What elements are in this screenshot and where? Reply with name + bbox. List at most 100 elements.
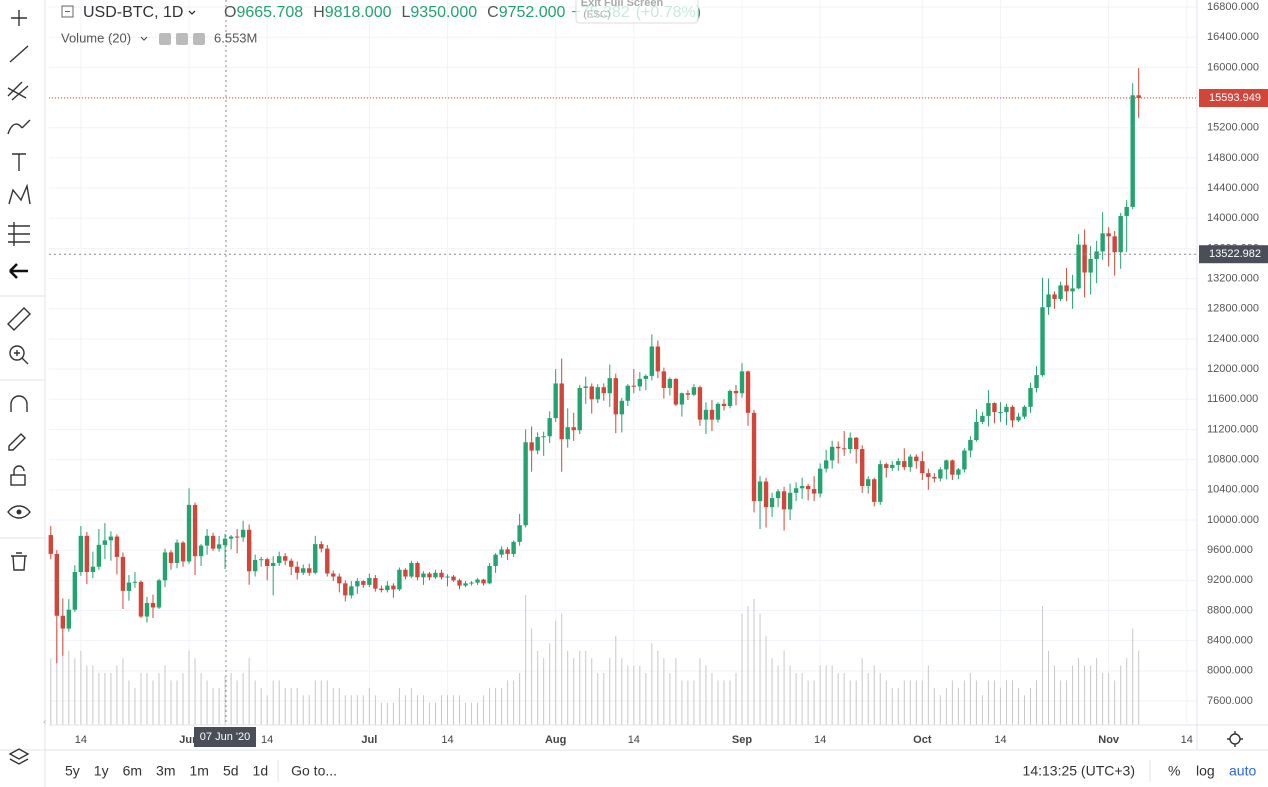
volume-bar [374, 695, 376, 725]
candle-body [108, 536, 114, 541]
volume-bar [993, 680, 995, 725]
settings-button[interactable] [159, 33, 171, 45]
log-button[interactable]: log [1196, 763, 1215, 779]
candle-body [439, 572, 444, 578]
symbol[interactable]: USD-BTC, 1D [83, 4, 183, 21]
brush-tool[interactable] [7, 119, 31, 135]
volume-bar [80, 650, 82, 725]
back-tool[interactable] [9, 263, 28, 279]
volume-bar [1023, 695, 1025, 725]
volume-bar [639, 665, 641, 725]
candle-body [854, 437, 859, 450]
candle-body [481, 579, 486, 584]
candle-body [234, 536, 240, 538]
visibility-tool[interactable] [7, 505, 31, 519]
candle-body [66, 609, 72, 629]
candle-body [841, 448, 847, 450]
ohlc-value: 9350.000 [410, 4, 477, 21]
candle-body [860, 449, 865, 487]
candle-body [950, 460, 955, 475]
candle-body [1118, 215, 1123, 253]
range-button[interactable]: 5y [65, 763, 80, 779]
candle-body [541, 436, 546, 438]
candle-body [769, 498, 775, 508]
range-button[interactable]: 1m [190, 763, 209, 779]
candle-body [1124, 206, 1129, 216]
candle-body [325, 548, 330, 574]
y-tick-label: 14000.000 [1207, 212, 1259, 224]
fib-tool[interactable] [7, 81, 29, 101]
candle-body [631, 385, 637, 387]
volume-bar [855, 680, 857, 725]
range-button[interactable]: 5d [223, 763, 239, 779]
goto-button[interactable]: Go to... [291, 763, 337, 779]
candle-body [787, 492, 793, 510]
volume-bar [789, 665, 791, 725]
y-tick-label: 16800.000 [1207, 1, 1259, 13]
ruler-tool[interactable] [7, 307, 31, 331]
candle-body [409, 562, 414, 577]
volume-bar [651, 643, 653, 725]
pattern-tool[interactable] [8, 183, 31, 205]
candle-body [216, 544, 222, 549]
volume-bar [957, 687, 959, 725]
volume-bar [795, 673, 797, 725]
crosshair-tool[interactable] [11, 10, 27, 26]
lock-tool[interactable] [10, 474, 26, 486]
volume-bar [903, 680, 905, 725]
volume-bar [422, 695, 424, 725]
candle-body [679, 393, 685, 405]
y-tick-label: 8400.000 [1207, 635, 1253, 647]
volume-bar [675, 658, 677, 725]
volume-bar [933, 687, 935, 725]
y-tick-label: 14400.000 [1207, 182, 1259, 194]
bottom-bar: 5y 1y 6m 3m 1m 5d 1d Go to... 14:13:25 (UTC+3)% l… [65, 760, 1256, 782]
volume-bar [597, 673, 599, 725]
volume-bar [200, 673, 202, 725]
crosshair-price-label: 13522.982 [1209, 248, 1261, 260]
candle-body [577, 387, 582, 431]
zoom-tool[interactable] [9, 345, 25, 361]
volume-bar [729, 680, 731, 725]
volume-bar [1072, 665, 1074, 725]
volume-pane [50, 595, 1140, 725]
ohlc-key: C [487, 4, 499, 21]
lock-drawing-tool[interactable] [8, 433, 26, 451]
symbol-dropdown[interactable] [188, 10, 196, 15]
volume-bar [410, 687, 412, 725]
volume-bar [849, 680, 851, 725]
volume-bar [693, 680, 695, 725]
delete-tool[interactable] [11, 552, 27, 571]
candle-body [745, 371, 751, 413]
settings-button[interactable] [176, 33, 188, 45]
candle-body [691, 387, 697, 395]
text-tool[interactable] [12, 153, 26, 171]
range-button[interactable]: 1d [253, 763, 269, 779]
volume-dropdown[interactable] [140, 36, 148, 41]
trend-line-tool[interactable] [9, 45, 29, 63]
prediction-tool[interactable] [8, 222, 30, 246]
range-button[interactable]: 3m [156, 763, 175, 779]
volume-bar [723, 680, 725, 725]
candle-body [385, 585, 390, 591]
y-tick-label: 11600.000 [1207, 393, 1258, 405]
settings-gear[interactable] [1227, 731, 1243, 747]
volume-bar [909, 680, 911, 725]
y-tick-label: 11200.000 [1207, 423, 1258, 435]
crosshair-date: 07 Jun '20 [200, 731, 250, 743]
volume-bar [296, 687, 298, 725]
candle-body [391, 585, 396, 590]
percent-button[interactable]: % [1168, 763, 1180, 779]
range-button[interactable]: 1y [94, 763, 109, 779]
candle-body [499, 549, 504, 555]
candle-body [445, 576, 450, 578]
collapse-toggle[interactable] [61, 5, 74, 18]
auto-button[interactable]: auto [1229, 763, 1256, 779]
magnet-tool[interactable] [10, 395, 28, 412]
close-button[interactable] [193, 33, 205, 45]
range-button[interactable]: 6m [123, 763, 142, 779]
candle-body [811, 489, 817, 494]
object-tree[interactable] [8, 748, 30, 765]
candle-body [463, 583, 468, 586]
candle-body [583, 386, 588, 388]
